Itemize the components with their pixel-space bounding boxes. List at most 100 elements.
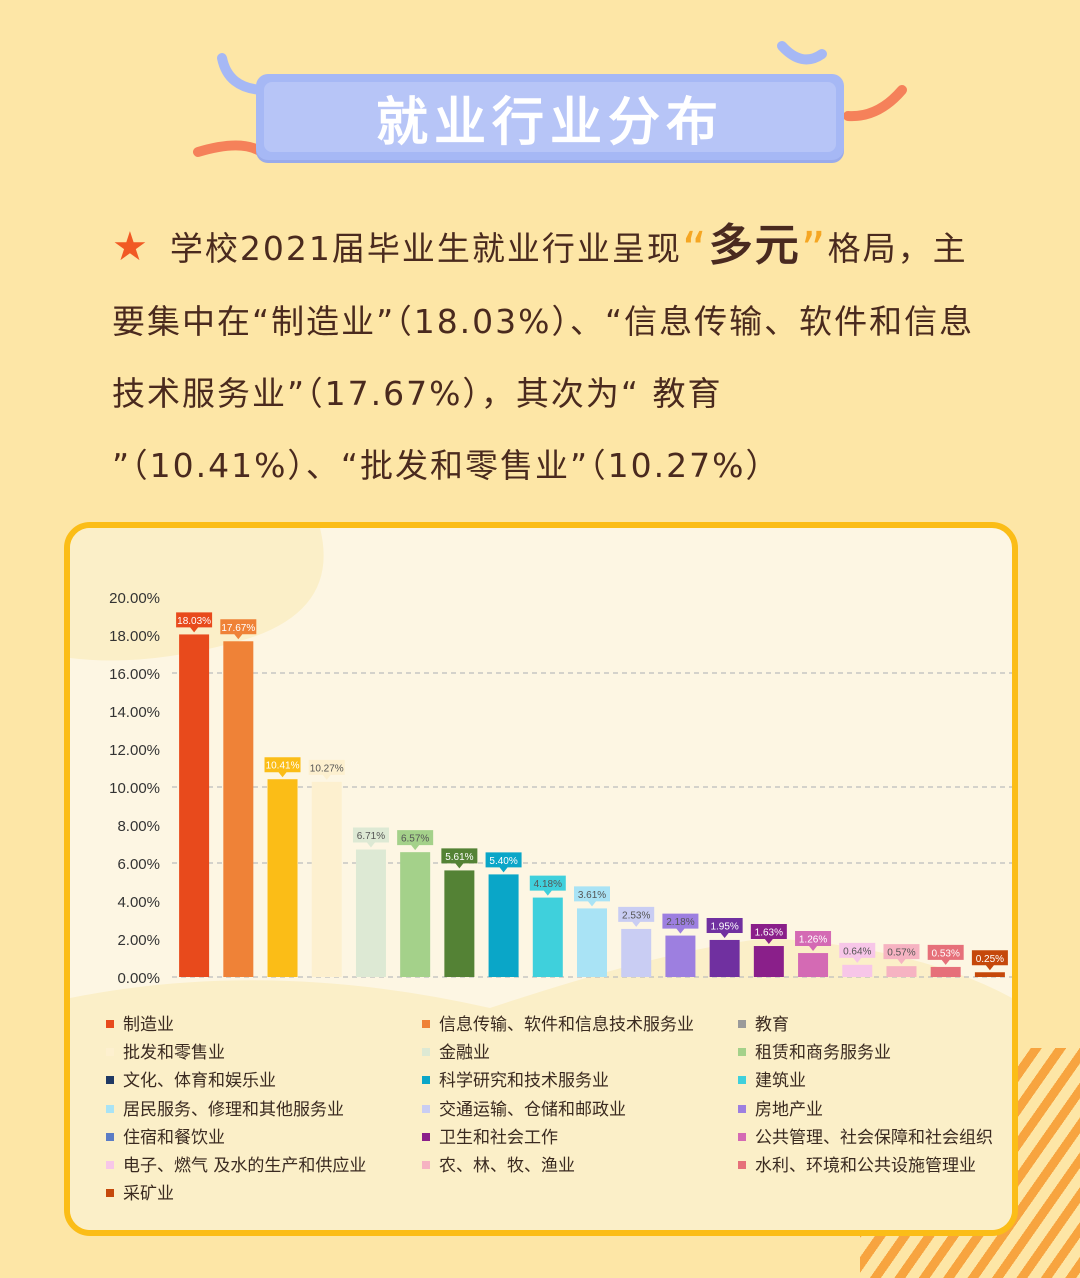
data-label: 10.27% [310, 763, 344, 774]
legend-item: 建筑业 [738, 1066, 806, 1091]
bar [665, 935, 696, 977]
y-tick-label: 2.00% [117, 932, 160, 949]
bar [798, 953, 829, 977]
data-label-tag [397, 830, 434, 851]
legend-label: 科学研究和技术服务业 [439, 1071, 609, 1092]
data-label: 1.95% [710, 921, 738, 932]
intro-text: ★ 学校2021届毕业生就业行业呈现“多元”格局，主要集中在“制造业”（18.03… [112, 210, 982, 502]
data-label-tag [971, 950, 1008, 971]
y-tick-label: 20.00% [109, 590, 160, 607]
quote-open: “ [681, 222, 709, 278]
data-label: 1.63% [755, 928, 783, 939]
data-label-tag [706, 917, 743, 938]
bar [842, 964, 873, 977]
data-label-tag [883, 944, 920, 965]
data-label-tag [662, 913, 699, 934]
legend-swatch [738, 1076, 746, 1085]
panel-blob-bottom [70, 938, 1012, 1230]
bar [886, 966, 917, 977]
legend-swatch [738, 1161, 746, 1169]
data-label-tag [441, 848, 478, 869]
data-label-tag [750, 924, 787, 945]
legend-swatch [106, 1104, 114, 1113]
y-tick-label: 10.00% [109, 780, 160, 797]
legend-item: 公共管理、社会保障和社会组织 [738, 1123, 993, 1148]
legend-label: 农、林、牧、渔业 [439, 1156, 575, 1176]
data-label: 2.18% [666, 917, 694, 928]
legend-swatch [106, 1189, 114, 1198]
legend-swatch [422, 1132, 430, 1141]
data-label-tag [352, 827, 389, 848]
data-label-tag [308, 759, 345, 780]
intro-part2: 格局，主要集中在“制造业”（18.03%）、“信息传输、软件和信息技术服务业”（… [112, 229, 975, 485]
data-label: 17.67% [221, 623, 255, 634]
bar [930, 966, 961, 977]
bar [532, 897, 563, 977]
data-label: 5.61% [445, 852, 473, 863]
y-tick-label: 16.00% [109, 666, 160, 683]
bar [974, 972, 1005, 977]
bar [709, 939, 740, 977]
legend-item: 教育 [738, 1010, 789, 1035]
intro-highlight: 多元 [708, 220, 801, 271]
legend-item: 居民服务、修理和其他服务业 [106, 1095, 344, 1120]
legend-item: 金融业 [422, 1038, 490, 1063]
legend-label: 信息传输、软件和信息技术服务业 [439, 1015, 694, 1035]
bar [179, 634, 210, 977]
legend-item: 信息传输、软件和信息技术服务业 [422, 1010, 694, 1035]
legend-label: 房地产业 [755, 1099, 823, 1120]
y-tick-label: 12.00% [109, 742, 160, 759]
legend-item: 住宿和餐饮业 [106, 1123, 225, 1148]
legend-label: 租赁和商务服务业 [755, 1043, 891, 1064]
y-tick-label: 14.00% [109, 704, 160, 721]
legend-swatch [738, 1104, 746, 1113]
legend-label: 交通运输、仓储和邮政业 [439, 1099, 626, 1120]
data-label-tag [529, 875, 566, 896]
legend-item: 卫生和社会工作 [422, 1123, 558, 1148]
y-tick-label: 4.00% [117, 894, 160, 911]
legend-swatch [422, 1020, 430, 1028]
legend-swatch [738, 1048, 746, 1057]
chart-panel: 0.00% 2.00% 4.00% 6.00% 8.00% 10.00% 12.00% 14.… [64, 522, 1018, 1236]
legend-label: 文化、体育和娱乐业 [123, 1071, 276, 1092]
data-label: 0.25% [976, 954, 1004, 965]
bar [488, 874, 519, 977]
y-tick-label: 18.00% [109, 628, 160, 645]
legend-swatch [106, 1161, 114, 1169]
legend-item: 采矿业 [106, 1179, 174, 1204]
data-label-tag [618, 906, 655, 927]
legend-label: 建筑业 [755, 1071, 806, 1092]
legend-swatch [106, 1132, 114, 1141]
legend-label: 公共管理、社会保障和社会组织 [755, 1127, 993, 1148]
legend-item: 文化、体育和娱乐业 [106, 1066, 276, 1091]
y-tick-label: 0.00% [117, 970, 160, 987]
bar-chart: 0.00% 2.00% 4.00% 6.00% 8.00% 10.00% 12.00% 14.… [70, 528, 1012, 1230]
legend-item: 农、林、牧、渔业 [422, 1151, 575, 1176]
data-label: 18.03% [177, 616, 211, 627]
data-label-tag [485, 852, 522, 873]
data-label: 0.57% [887, 948, 915, 959]
data-label-tag [927, 944, 964, 965]
legend-item: 房地产业 [738, 1095, 823, 1120]
intro-part1: 学校2021届毕业生就业行业呈现 [169, 229, 682, 268]
y-tick-label: 8.00% [117, 818, 160, 835]
legend-swatch [422, 1161, 430, 1169]
legend-label: 水利、环境和公共设施管理业 [755, 1156, 976, 1176]
data-label-tag [176, 612, 213, 633]
data-label-tag [795, 931, 832, 952]
legend-item: 租赁和商务服务业 [738, 1038, 891, 1063]
legend-label: 采矿业 [123, 1184, 174, 1205]
data-label-tag [839, 942, 876, 963]
legend-label: 批发和零售业 [123, 1043, 225, 1064]
legend-label: 住宿和餐饮业 [123, 1127, 225, 1148]
legend-item: 批发和零售业 [106, 1038, 225, 1063]
bar [223, 641, 254, 977]
bar [267, 779, 298, 977]
bar [621, 928, 652, 977]
legend-item: 交通运输、仓储和邮政业 [422, 1095, 626, 1120]
legend-label: 电子、燃气 及水的生产和供应业 [123, 1156, 367, 1176]
data-label: 6.71% [357, 831, 385, 842]
star-icon: ★ [112, 224, 150, 270]
legend-swatch [106, 1076, 114, 1085]
page-title: 就业行业分布 [375, 92, 724, 153]
